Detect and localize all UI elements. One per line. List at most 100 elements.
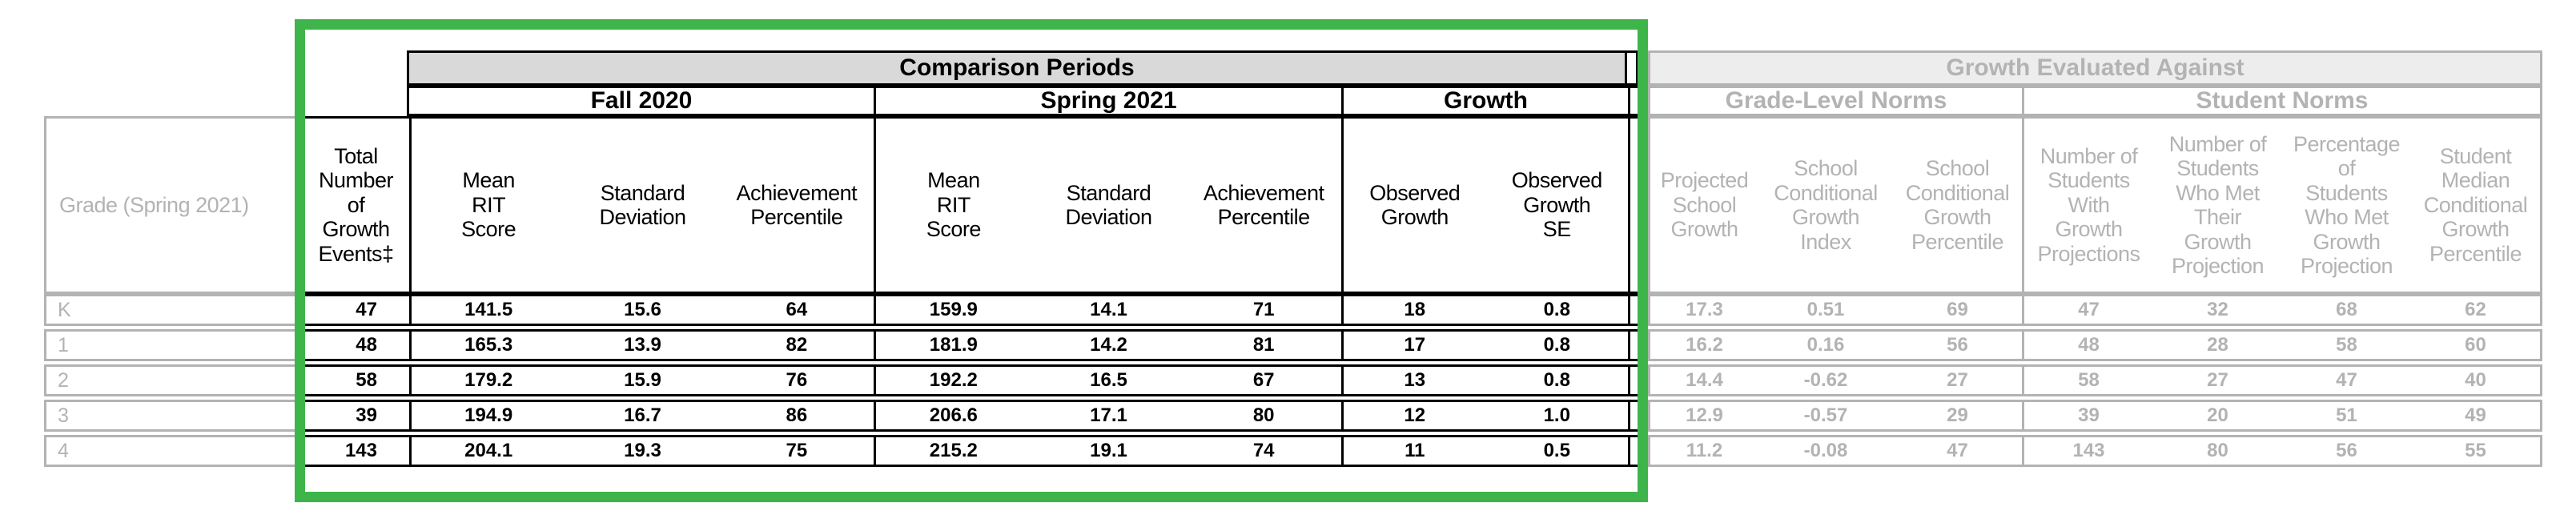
col-observed-growth-se: Observed Growth SE xyxy=(1511,168,1603,242)
grade-label: 1 xyxy=(58,333,69,356)
cell-observed-growth: 12 xyxy=(1404,404,1426,426)
cell-total-growth-events: 48 xyxy=(356,334,377,356)
cell-fall-standard-deviation: 16.7 xyxy=(624,404,661,426)
cell-student-median-cgp: 49 xyxy=(2465,404,2486,426)
cell-projected-school-growth: 12.9 xyxy=(1686,404,1723,426)
cell-fall-standard-deviation: 15.6 xyxy=(624,299,661,320)
cell-percentage-met-projection: 58 xyxy=(2336,334,2357,356)
cell-spring-mean-rit: 159.9 xyxy=(929,299,978,320)
cell-fall-achievement-percentile: 86 xyxy=(786,404,808,426)
fall-2020-columns: Mean RIT Score Standard Deviation Achiev… xyxy=(409,119,874,292)
group-row-spacer xyxy=(1628,88,1639,114)
grade-column-header: Grade (Spring 2021) xyxy=(59,192,249,217)
cell-spring-achievement-percentile: 81 xyxy=(1252,334,1275,356)
col-school-conditional-growth-index: School Conditional Growth Index xyxy=(1774,156,1878,254)
row-spacer xyxy=(1628,402,1639,429)
col-percentage-met-projection: Percentage of Students Who Met Growth Pr… xyxy=(2293,131,2401,279)
group-fall-2020: Fall 2020 xyxy=(590,87,693,114)
cell-spring-mean-rit: 206.6 xyxy=(929,404,978,426)
grade-cell-box: 1 xyxy=(44,329,300,361)
cell-student-median-cgp: 62 xyxy=(2465,299,2486,320)
cell-school-cgp: 47 xyxy=(1947,440,1968,461)
cell-observed-growth-se: 0.8 xyxy=(1543,299,1570,320)
row-center-box: 58 179.2 15.9 76 192.2 16.5 67 13 0.8 xyxy=(300,364,1639,396)
cell-observed-growth: 18 xyxy=(1404,299,1426,320)
cell-students-with-projections: 48 xyxy=(2078,334,2100,356)
cell-school-cgi: -0.08 xyxy=(1803,440,1848,461)
grade-cell-box: 4 xyxy=(44,435,300,467)
cell-students-met-projection: 28 xyxy=(2207,334,2228,356)
table-row: 3 39 194.9 16.7 86 206.6 17.1 80 12 1.0 xyxy=(0,400,2576,432)
cell-fall-mean-rit: 165.3 xyxy=(464,334,513,356)
col-spring-standard-deviation: Standard Deviation xyxy=(1065,180,1152,230)
grade-level-norms-columns: Projected School Growth School Condition… xyxy=(1650,119,2022,292)
cell-percentage-met-projection: 47 xyxy=(2336,369,2357,391)
cell-observed-growth: 17 xyxy=(1404,334,1426,356)
cell-spring-standard-deviation: 17.1 xyxy=(1090,404,1127,426)
row-right-box: 17.3 0.51 69 47 32 68 62 xyxy=(1648,294,2542,326)
spring-2021-columns: Mean RIT Score Standard Deviation Achiev… xyxy=(874,119,1341,292)
cell-spring-achievement-percentile: 71 xyxy=(1252,299,1275,320)
cell-students-met-projection: 80 xyxy=(2207,440,2228,461)
col-fall-mean-rit: Mean RIT Score xyxy=(461,168,516,242)
cell-fall-mean-rit: 141.5 xyxy=(464,299,513,320)
cell-observed-growth: 13 xyxy=(1404,369,1426,391)
cell-spring-achievement-percentile: 67 xyxy=(1252,369,1275,391)
row-right-box: 11.2 -0.08 47 143 80 56 55 xyxy=(1648,435,2542,467)
cell-fall-mean-rit: 179.2 xyxy=(464,369,513,391)
row-spacer xyxy=(1628,367,1639,394)
cell-fall-achievement-percentile: 64 xyxy=(786,299,808,320)
cell-spring-mean-rit: 181.9 xyxy=(929,334,978,356)
col-total-growth-events: Total Number of Growth Events‡ xyxy=(318,143,394,266)
cell-fall-achievement-percentile: 76 xyxy=(786,369,808,391)
row-center-box: 47 141.5 15.6 64 159.9 14.1 71 18 0.8 xyxy=(300,294,1639,326)
col-fall-achievement-percentile: Achievement Percentile xyxy=(736,180,858,230)
cell-student-median-cgp: 40 xyxy=(2465,369,2486,391)
grade-label: 3 xyxy=(58,404,69,427)
cell-projected-school-growth: 17.3 xyxy=(1686,299,1723,320)
cell-fall-achievement-percentile: 82 xyxy=(786,334,808,356)
cell-fall-standard-deviation: 19.3 xyxy=(624,440,661,461)
cell-percentage-met-projection: 68 xyxy=(2336,299,2357,320)
cell-observed-growth-se: 1.0 xyxy=(1543,404,1570,426)
grade-cell-box: 3 xyxy=(44,400,300,432)
grade-label: K xyxy=(58,298,71,321)
col-student-median-cgp: Student Median Conditional Growth Percen… xyxy=(2423,143,2528,266)
comparison-group-row: Fall 2020 Spring 2021 Growth xyxy=(407,86,1639,116)
growth-evaluated-band: Growth Evaluated Against xyxy=(1648,50,2542,86)
student-norms-columns: Number of Students With Growth Projectio… xyxy=(2022,119,2540,292)
band-spacer xyxy=(1625,53,1636,83)
group-growth: Growth xyxy=(1341,87,1628,114)
row-spacer xyxy=(1628,332,1639,359)
cell-students-met-projection: 20 xyxy=(2207,404,2228,426)
cell-students-met-projection: 32 xyxy=(2207,299,2228,320)
col-fall-standard-deviation: Standard Deviation xyxy=(599,180,686,230)
cell-projected-school-growth: 14.4 xyxy=(1686,369,1723,391)
col-projected-school-growth: Projected School Growth xyxy=(1660,168,1749,242)
grade-label: 2 xyxy=(58,368,69,392)
cell-fall-mean-rit: 194.9 xyxy=(464,404,513,426)
cell-fall-mean-rit: 204.1 xyxy=(464,440,513,461)
col-observed-growth: Observed Growth xyxy=(1369,180,1461,230)
cell-projected-school-growth: 11.2 xyxy=(1686,440,1723,461)
cell-school-cgp: 29 xyxy=(1947,404,1968,426)
cell-total-growth-events: 39 xyxy=(356,404,377,426)
row-spacer xyxy=(1628,437,1639,465)
growth-columns: Observed Growth Observed Growth SE xyxy=(1341,119,1628,292)
cell-total-growth-events: 47 xyxy=(356,299,377,320)
cell-students-with-projections: 143 xyxy=(2072,440,2105,461)
cell-percentage-met-projection: 56 xyxy=(2336,440,2357,461)
cell-students-with-projections: 47 xyxy=(2078,299,2100,320)
row-center-box: 48 165.3 13.9 82 181.9 14.2 81 17 0.8 xyxy=(300,329,1639,361)
cell-spring-achievement-percentile: 80 xyxy=(1252,404,1275,426)
cell-students-with-projections: 39 xyxy=(2078,404,2100,426)
grade-cell-box: 2 xyxy=(44,364,300,396)
cell-spring-standard-deviation: 16.5 xyxy=(1090,369,1127,391)
norms-group-row: Grade-Level Norms Student Norms xyxy=(1648,86,2542,116)
cell-school-cgi: 0.16 xyxy=(1806,334,1845,356)
row-right-box: 14.4 -0.62 27 58 27 47 40 xyxy=(1648,364,2542,396)
col-students-met-projection: Number of Students Who Met Their Growth … xyxy=(2168,131,2267,279)
cell-projected-school-growth: 16.2 xyxy=(1686,334,1723,356)
cell-spring-mean-rit: 192.2 xyxy=(929,369,978,391)
